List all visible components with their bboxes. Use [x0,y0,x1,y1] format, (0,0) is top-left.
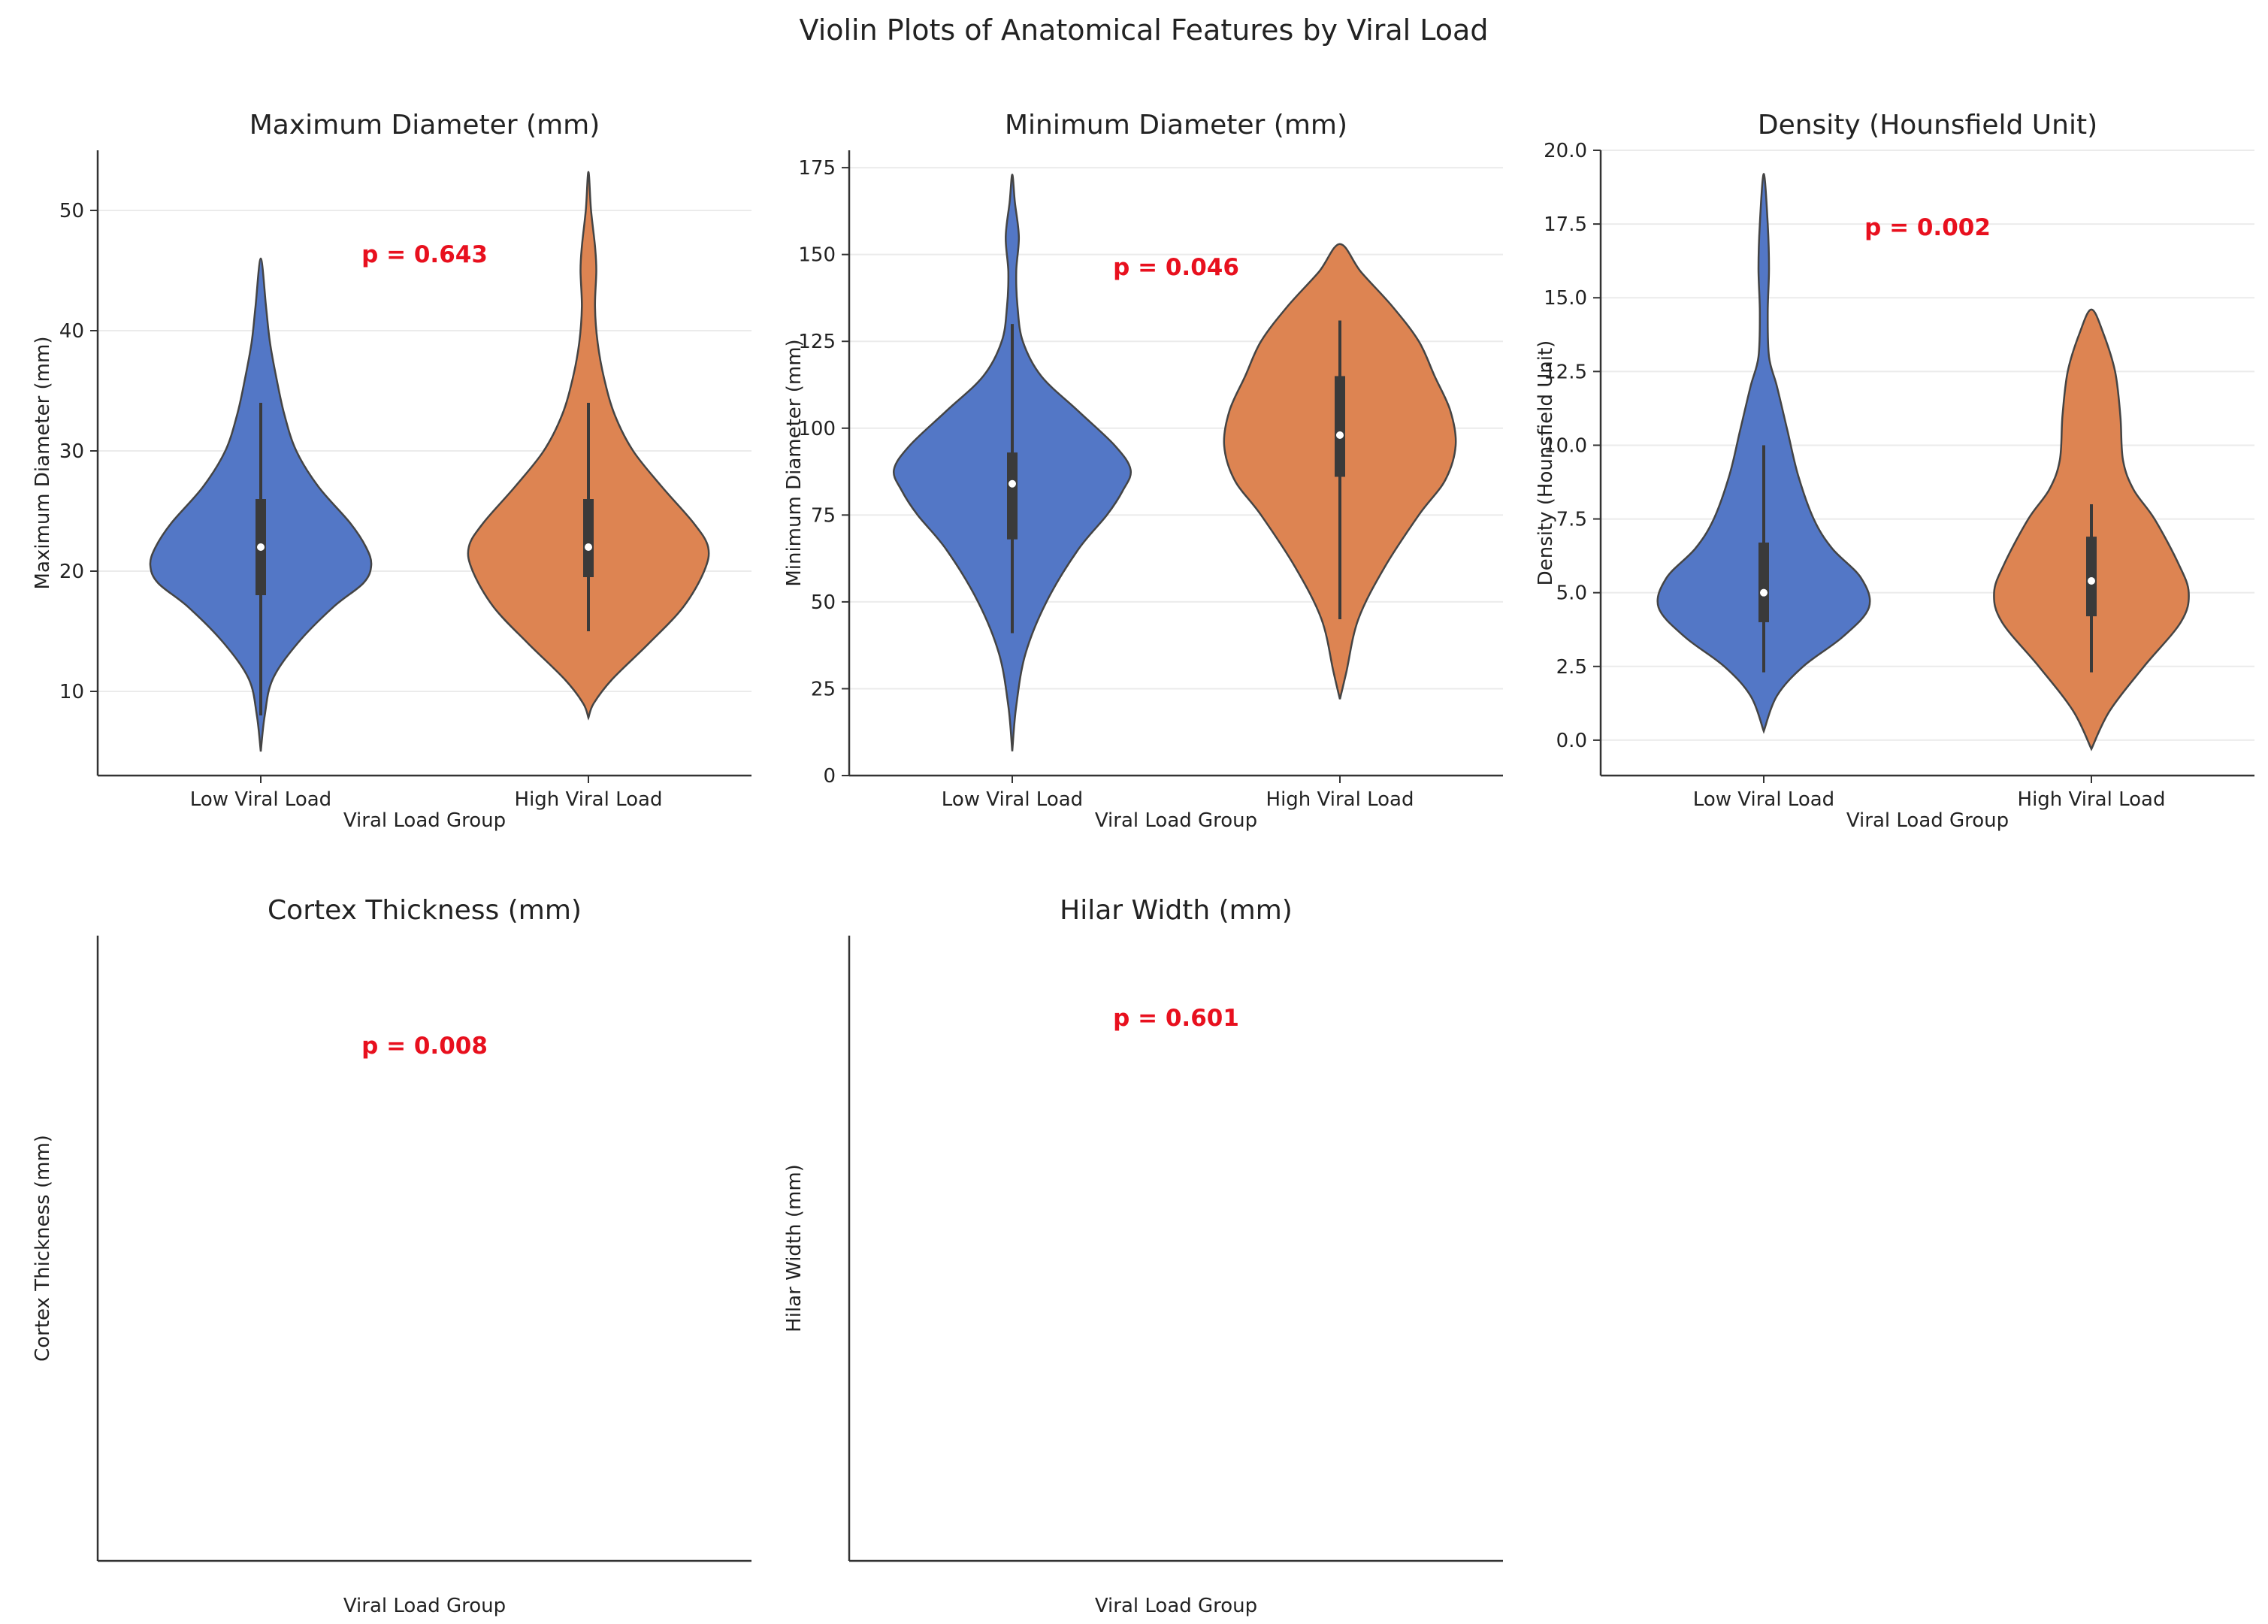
iqr-box [1758,542,1769,622]
x-tick-label: High Viral Load [1266,788,1414,811]
y-tick-label: 100 [798,418,836,440]
y-tick-label: 17.5 [1544,213,1587,236]
y-tick-labels: 0.0 2.5 5.0 7.5 10.0 12.5 15.0 17.5 20.0 [1544,140,1601,752]
median-dot [585,543,592,551]
y-axis-label: Cortex Thickness (mm) [32,1135,54,1362]
panel-title: Density (Hounsfield Unit) [1758,110,2097,141]
y-tick-label: 20 [59,561,84,583]
x-tick-label: Low Viral Load [1693,788,1834,811]
panel-title: Cortex Thickness (mm) [268,895,582,926]
iqr-box [1007,452,1018,540]
x-tick-labels: Low Viral Load High Viral Load [942,776,1414,811]
y-tick-label: 5.0 [1556,582,1587,605]
y-tick-label: 125 [798,331,836,353]
median-dot [257,543,265,551]
y-tick-label: 150 [798,244,836,267]
panel-title: Maximum Diameter (mm) [249,110,600,141]
median-dot [1009,479,1016,488]
iqr-box [2086,537,2097,617]
violins [149,171,710,752]
p-value-annotation: p = 0.601 [1113,1005,1239,1032]
p-value-annotation: p = 0.008 [361,1033,488,1060]
x-tick-label: High Viral Load [2018,788,2166,811]
y-tick-label: 75 [811,504,836,527]
p-value-annotation: p = 0.046 [1113,254,1239,281]
median-dot [1336,431,1344,440]
panel-cortex-thickness: Cortex Thickness (mm) p = 0.008 Viral Lo… [32,895,751,1617]
panel-hilar-width: Hilar Width (mm) p = 0.601 Viral Load Gr… [783,895,1503,1617]
y-tick-label: 7.5 [1556,509,1587,531]
p-value-annotation: p = 0.643 [361,241,488,268]
y-tick-label: 40 [59,320,84,343]
median-dot [2088,576,2095,585]
panel-density: Density (Hounsfield Unit) 0.0 2.5 5.0 7.5 10… [1535,110,2254,832]
y-tick-label: 10.0 [1544,434,1587,457]
panel-title: Hilar Width (mm) [1060,895,1293,926]
y-tick-label: 50 [811,591,836,614]
y-tick-label: 10 [59,681,84,703]
y-tick-labels: 0 25 50 75 100 125 150 175 [798,157,849,788]
iqr-box [583,499,594,577]
y-tick-label: 50 [59,200,84,222]
x-tick-label: Low Viral Load [942,788,1083,811]
panel-title: Minimum Diameter (mm) [1005,110,1347,141]
panel-maximum-diameter: Maximum Diameter (mm) 10 20 30 40 50 Low Vir… [32,110,751,832]
y-axis-label: Density (Hounsfield Unit) [1535,340,1557,586]
x-axis-label: Viral Load Group [343,1595,506,1617]
y-tick-labels: 10 20 30 40 50 [59,200,98,703]
y-tick-label: 2.5 [1556,656,1587,679]
y-tick-label: 0 [823,765,836,788]
x-axis-label: Viral Load Group [1095,809,1257,832]
p-value-annotation: p = 0.002 [1864,214,1991,241]
x-axis-label: Viral Load Group [343,809,506,832]
x-tick-labels: Low Viral Load High Viral Load [1693,776,2166,811]
y-axis-label: Minimum Diameter (mm) [783,339,806,586]
y-tick-label: 175 [798,157,836,180]
y-tick-label: 0.0 [1556,730,1587,752]
y-axis-label: Hilar Width (mm) [783,1164,806,1332]
x-tick-label: Low Viral Load [190,788,331,811]
figure-title: Violin Plots of Anatomical Features by V… [800,14,1489,47]
y-axis-label: Maximum Diameter (mm) [32,337,54,590]
y-tick-label: 12.5 [1544,361,1587,383]
x-axis-label: Viral Load Group [1846,809,2009,832]
y-tick-label: 15.0 [1544,287,1587,310]
y-tick-label: 30 [59,440,84,463]
violins [893,174,1457,752]
x-axis-label: Viral Load Group [1095,1595,1257,1617]
violins [1656,173,2190,752]
panel-minimum-diameter: Minimum Diameter (mm) 0 25 50 75 100 125 150 17… [783,110,1503,832]
grid [1601,150,2254,741]
y-tick-label: 25 [811,678,836,700]
iqr-box [1335,376,1345,477]
x-tick-labels: Low Viral Load High Viral Load [190,776,663,811]
y-tick-label: 20.0 [1544,140,1587,162]
median-dot [1760,588,1768,597]
x-tick-label: High Viral Load [515,788,663,811]
